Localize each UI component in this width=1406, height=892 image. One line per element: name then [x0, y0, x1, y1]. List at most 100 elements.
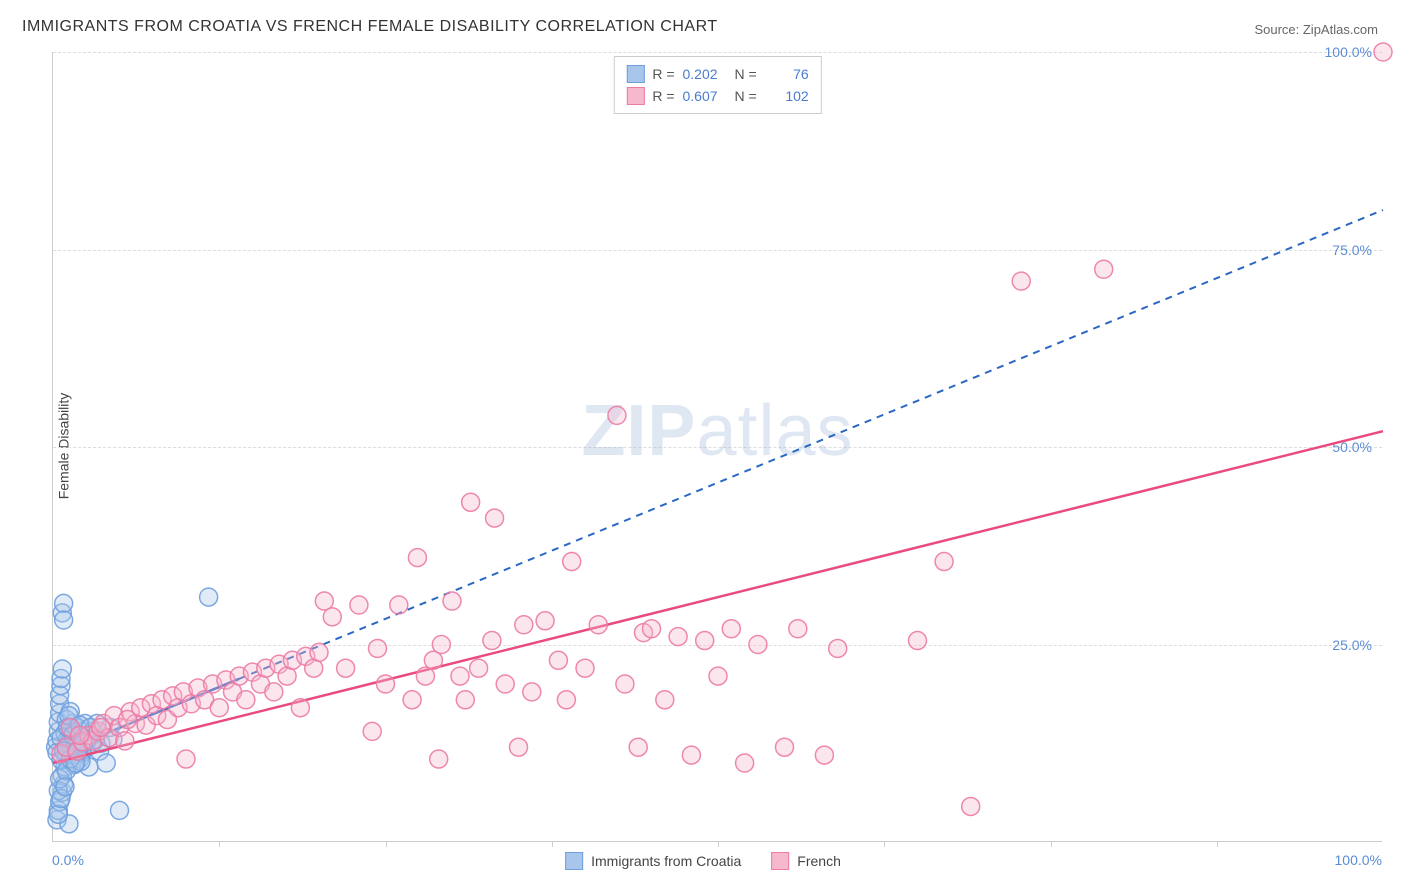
data-point — [92, 718, 110, 736]
legend-label-series-a: Immigrants from Croatia — [591, 853, 741, 869]
data-point — [1374, 43, 1392, 61]
data-point — [53, 660, 71, 678]
source-attribution: Source: ZipAtlas.com — [1254, 22, 1378, 37]
swatch-series-b — [626, 87, 644, 105]
data-point — [549, 651, 567, 669]
data-point — [456, 691, 474, 709]
r-label: R = — [652, 63, 674, 85]
data-point — [390, 596, 408, 614]
data-point — [323, 608, 341, 626]
data-point — [443, 592, 461, 610]
r-value-series-b: 0.607 — [683, 85, 727, 107]
data-point — [408, 549, 426, 567]
data-point — [369, 639, 387, 657]
data-point — [682, 746, 700, 764]
x-tick — [219, 841, 220, 847]
legend-row-series-b: R = 0.607 N = 102 — [626, 85, 808, 107]
data-point — [722, 620, 740, 638]
data-point — [749, 636, 767, 654]
data-point — [789, 620, 807, 638]
r-value-series-a: 0.202 — [683, 63, 727, 85]
data-point — [363, 722, 381, 740]
data-point — [629, 738, 647, 756]
data-point — [935, 553, 953, 571]
data-point — [576, 659, 594, 677]
data-point — [56, 778, 74, 796]
data-point — [696, 632, 714, 650]
data-point — [643, 620, 661, 638]
data-point — [49, 805, 67, 823]
data-point — [829, 639, 847, 657]
data-point — [483, 632, 501, 650]
x-axis-min-label: 0.0% — [52, 852, 84, 868]
source-link[interactable]: ZipAtlas.com — [1303, 22, 1378, 37]
data-point — [462, 493, 480, 511]
x-axis-max-label: 100.0% — [1335, 852, 1382, 868]
data-point — [669, 628, 687, 646]
swatch-series-b-bottom — [771, 852, 789, 870]
data-point — [310, 643, 328, 661]
data-point — [736, 754, 754, 772]
n-label: N = — [735, 63, 757, 85]
legend-item-series-a: Immigrants from Croatia — [565, 852, 741, 870]
data-point — [432, 636, 450, 654]
trend-line-dashed — [239, 210, 1383, 679]
series-legend: Immigrants from Croatia French — [565, 852, 841, 870]
data-point — [377, 675, 395, 693]
data-point — [536, 612, 554, 630]
data-point — [1095, 260, 1113, 278]
data-point — [815, 746, 833, 764]
data-point — [210, 699, 228, 717]
data-point — [563, 553, 581, 571]
x-tick — [884, 841, 885, 847]
n-value-series-b: 102 — [765, 85, 809, 107]
data-point — [350, 596, 368, 614]
data-point — [237, 691, 255, 709]
data-point — [510, 738, 528, 756]
data-point — [1012, 272, 1030, 290]
data-point — [515, 616, 533, 634]
data-point — [111, 801, 129, 819]
n-label: N = — [735, 85, 757, 107]
data-point — [486, 509, 504, 527]
data-point — [55, 594, 73, 612]
data-point — [451, 667, 469, 685]
correlation-legend: R = 0.202 N = 76 R = 0.607 N = 102 — [613, 56, 821, 114]
trend-line-solid — [53, 431, 1383, 763]
data-point — [616, 675, 634, 693]
data-point — [55, 611, 73, 629]
data-point — [608, 406, 626, 424]
x-tick — [552, 841, 553, 847]
data-point — [337, 659, 355, 677]
data-point — [116, 732, 134, 750]
legend-row-series-a: R = 0.202 N = 76 — [626, 63, 808, 85]
data-point — [589, 616, 607, 634]
swatch-series-a-bottom — [565, 852, 583, 870]
data-point — [265, 683, 283, 701]
data-point — [200, 588, 218, 606]
legend-item-series-b: French — [771, 852, 841, 870]
x-tick — [386, 841, 387, 847]
source-prefix: Source: — [1254, 22, 1302, 37]
scatter-svg — [53, 52, 1382, 841]
chart-plot-area: ZIPatlas R = 0.202 N = 76 R = 0.607 N = … — [52, 52, 1382, 842]
data-point — [291, 699, 309, 717]
x-tick — [1051, 841, 1052, 847]
data-point — [776, 738, 794, 756]
data-point — [909, 632, 927, 650]
data-point — [97, 754, 115, 772]
data-point — [709, 667, 727, 685]
data-point — [177, 750, 195, 768]
data-point — [523, 683, 541, 701]
x-tick — [1217, 841, 1218, 847]
data-point — [656, 691, 674, 709]
legend-label-series-b: French — [797, 853, 841, 869]
data-point — [962, 797, 980, 815]
swatch-series-a — [626, 65, 644, 83]
x-tick — [718, 841, 719, 847]
chart-title: IMMIGRANTS FROM CROATIA VS FRENCH FEMALE… — [22, 18, 718, 36]
data-point — [403, 691, 421, 709]
data-point — [470, 659, 488, 677]
data-point — [496, 675, 514, 693]
n-value-series-a: 76 — [765, 63, 809, 85]
